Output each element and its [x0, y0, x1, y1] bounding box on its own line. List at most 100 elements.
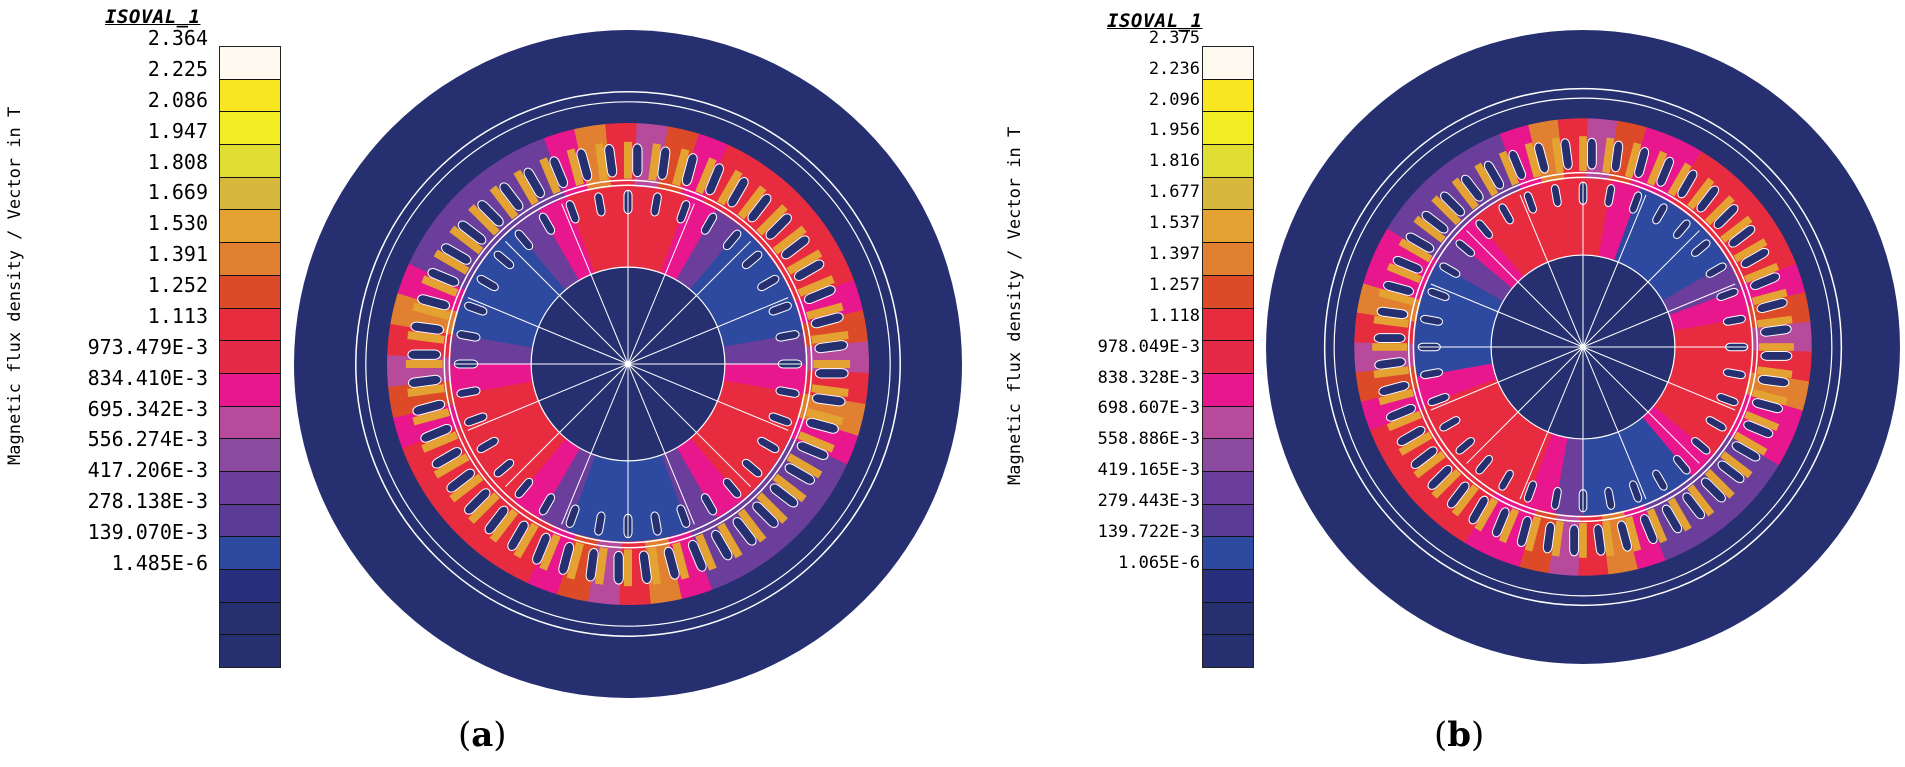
boundary-circle — [355, 91, 901, 637]
rotor-bar — [538, 212, 556, 235]
stator-slot — [1516, 515, 1542, 552]
mesh-line — [467, 363, 629, 431]
rotor-bar — [722, 229, 742, 251]
stator-slot — [1385, 403, 1422, 432]
stator-slot — [412, 399, 450, 426]
mesh-line — [627, 363, 695, 525]
air-gap-circle — [443, 179, 813, 549]
colorbar-tick-label: 1.808 — [147, 149, 208, 174]
stator-slot — [1396, 425, 1433, 456]
colorbar-swatch — [220, 209, 280, 243]
rotor-bar — [1652, 469, 1668, 491]
stator-slot — [638, 547, 661, 585]
stator-slot — [769, 473, 807, 508]
colorbar-swatch — [220, 242, 280, 275]
colorbar-tick-label: 558.886E-3 — [1097, 429, 1200, 450]
mesh-line — [1430, 346, 1584, 411]
stator-slot — [672, 148, 698, 187]
colorbar-swatch — [1203, 274, 1253, 308]
rotor-bar — [1716, 393, 1739, 407]
colorbar-swatch — [220, 340, 280, 373]
rotor-bar — [741, 250, 763, 270]
colorbar-tick-label: 1.956 — [1148, 120, 1200, 141]
stator-slot — [1682, 484, 1715, 520]
rotor-bar — [650, 192, 662, 217]
stator-slot — [1667, 162, 1698, 199]
colorbar-swatch — [1203, 176, 1253, 210]
colorbar-tick-label: 973.479E-3 — [87, 334, 208, 359]
colorbar-swatch — [1203, 405, 1253, 439]
rotor-bar — [1523, 191, 1537, 214]
mesh-line — [1519, 194, 1584, 348]
mesh-line — [1582, 283, 1736, 348]
colorbar-swatch — [1203, 144, 1253, 177]
colorbar-swatch — [1203, 569, 1253, 602]
mesh-line — [627, 297, 789, 365]
colorbar — [219, 46, 281, 668]
rotor-bar — [456, 386, 481, 398]
colorbar-tick-label: 2.086 — [147, 87, 208, 112]
rotor-bar — [1498, 203, 1514, 225]
rotor-bar — [1705, 262, 1727, 278]
stator-slot — [1751, 388, 1788, 414]
stator-slot — [1616, 515, 1642, 552]
rotor-bar — [1427, 393, 1450, 407]
colorbar-swatch — [220, 144, 280, 177]
colorbar-swatch — [1203, 438, 1253, 471]
colorbar-tick-label: 1.391 — [147, 242, 208, 267]
stator-slot — [407, 374, 445, 397]
stator-slot — [1758, 343, 1794, 361]
stator-slot — [1731, 431, 1768, 462]
colorbar-tick-label: 698.607E-3 — [1097, 398, 1200, 419]
colorbar-swatch — [1203, 78, 1253, 112]
stator-slot — [1378, 280, 1415, 306]
stator-slot — [772, 225, 810, 260]
rotor-bar — [538, 493, 556, 516]
colorbar-tick-label: 278.138E-3 — [87, 489, 208, 514]
colorbar-tick-label: 139.722E-3 — [1097, 521, 1200, 542]
rotor-bar — [650, 511, 662, 536]
colorbar-tick-labels: 2.364 2.225 2.086 1.947 1.808 1.669 1.530 1.391… — [20, 26, 208, 575]
stator-slot — [1720, 215, 1756, 248]
rotor-bar — [768, 412, 792, 427]
stator-slot — [513, 167, 545, 206]
stator-slot — [1717, 451, 1753, 484]
air-gap-circle — [448, 184, 808, 544]
stator-slot — [449, 220, 487, 255]
rotor-bar — [476, 274, 499, 292]
legend-title: ISOVAL_1 — [1107, 10, 1203, 32]
stator-slot — [811, 331, 849, 354]
colorbar-swatch — [220, 274, 280, 308]
colorbar-swatch — [220, 405, 280, 439]
stator-slot — [1491, 507, 1520, 544]
mesh-line — [561, 363, 629, 525]
panel-b: ISOVAL_1 Magnetic flux density / Vector … — [1000, 0, 1905, 767]
rotor-bar — [1550, 184, 1562, 208]
boundary-circle — [1323, 87, 1843, 607]
colorbar-tick-labels: 2.375 2.236 2.096 1.956 1.816 1.677 1.537 1.397… — [1020, 28, 1200, 573]
stator-slot — [811, 384, 849, 407]
rotor-bar — [1455, 437, 1475, 455]
stator-slot — [507, 520, 539, 559]
rotor-bar — [741, 458, 763, 478]
mesh-line — [1519, 346, 1584, 500]
colorbar-swatch — [220, 569, 280, 602]
panel-a: ISOVAL_1 Magnetic flux density / Vector … — [5, 6, 962, 755]
rotor-bar — [757, 436, 780, 454]
rotor-bar — [1722, 368, 1746, 380]
stator-slot — [786, 249, 825, 281]
colorbar-swatch — [1203, 307, 1253, 341]
colorbar-tick-label: 2.096 — [1148, 89, 1200, 110]
rotor-bar — [700, 212, 718, 235]
stator-slot — [1372, 333, 1408, 351]
mesh-line — [1430, 283, 1584, 348]
colorbar-tick-label: 1.257 — [1148, 274, 1200, 295]
mesh-line — [627, 240, 752, 365]
colorbar-swatch — [220, 78, 280, 112]
rotor-bar — [757, 274, 780, 292]
rotor-bar — [594, 192, 606, 217]
rotor-bar — [1722, 314, 1746, 326]
colorbar-swatch — [1203, 242, 1253, 275]
rotor-bar — [1498, 469, 1514, 491]
colorbar-tick-label: 1.816 — [1148, 151, 1200, 172]
